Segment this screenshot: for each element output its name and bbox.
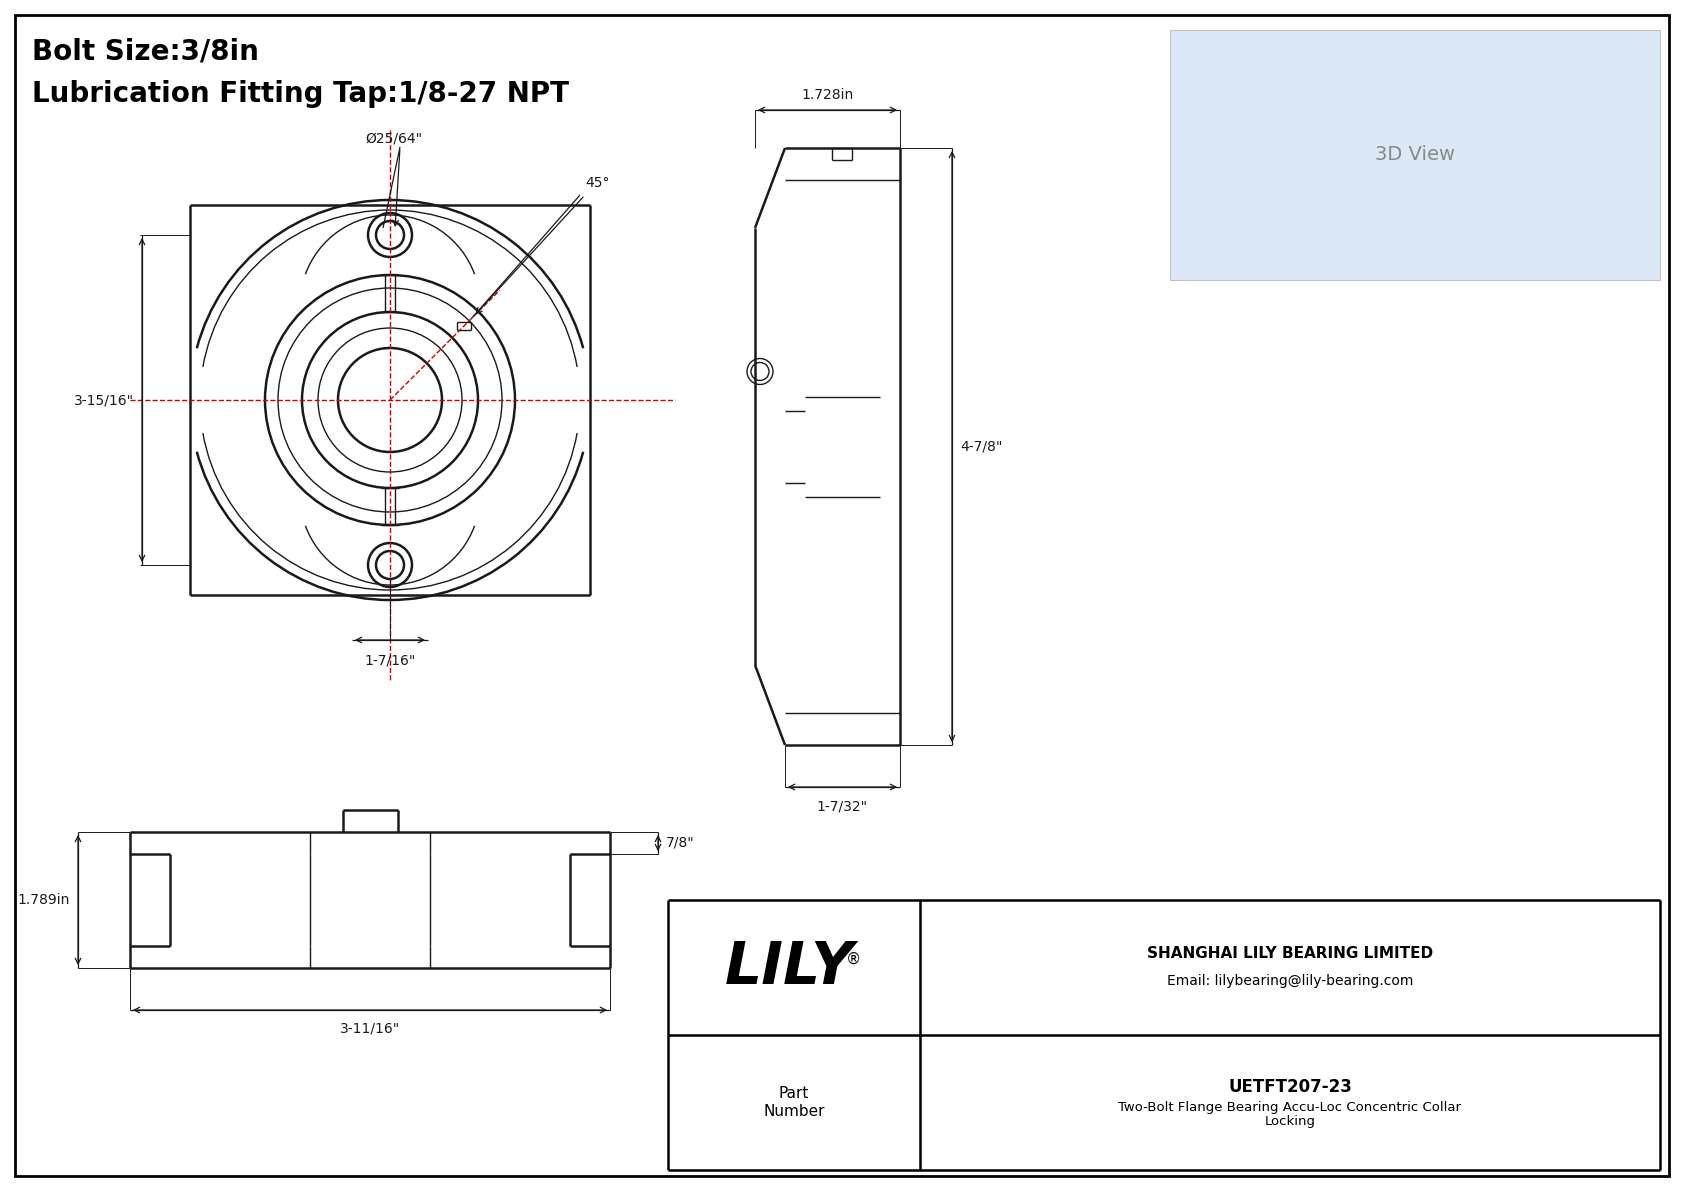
Text: 1.789in: 1.789in (17, 893, 71, 908)
Text: Ø25/64": Ø25/64" (365, 131, 423, 145)
Text: 1-7/32": 1-7/32" (817, 799, 867, 813)
Text: SHANGHAI LILY BEARING LIMITED: SHANGHAI LILY BEARING LIMITED (1147, 946, 1433, 961)
Text: 3-15/16": 3-15/16" (74, 393, 135, 407)
Text: Email: lilybearing@lily-bearing.com: Email: lilybearing@lily-bearing.com (1167, 974, 1413, 989)
Text: 45°: 45° (584, 176, 610, 191)
Text: Lubrication Fitting Tap:1/8-27 NPT: Lubrication Fitting Tap:1/8-27 NPT (32, 80, 569, 108)
Text: Two-Bolt Flange Bearing Accu-Loc Concentric Collar
Locking: Two-Bolt Flange Bearing Accu-Loc Concent… (1118, 1100, 1462, 1129)
Text: 1-7/16": 1-7/16" (364, 654, 416, 668)
Text: Bolt Size:3/8in: Bolt Size:3/8in (32, 38, 259, 66)
Text: LILY: LILY (724, 939, 854, 996)
Text: 3-11/16": 3-11/16" (340, 1022, 401, 1036)
Text: 7/8": 7/8" (665, 836, 695, 850)
Text: Part
Number: Part Number (763, 1086, 825, 1118)
Text: 3D View: 3D View (1376, 145, 1455, 164)
Text: UETFT207-23: UETFT207-23 (1228, 1078, 1352, 1096)
Text: 4-7/8": 4-7/8" (960, 439, 1002, 454)
Bar (1170, 30, 1660, 280)
Text: 1.728in: 1.728in (802, 88, 854, 102)
Text: ®: ® (845, 952, 861, 967)
